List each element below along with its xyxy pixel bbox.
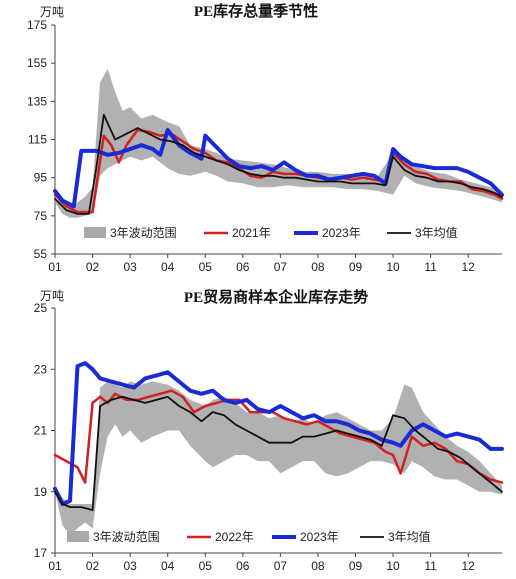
legend: 3年波动范围 2021年 2023年 3年均值: [84, 225, 458, 240]
y-tick-label: 75: [34, 209, 48, 223]
x-tick-label: 07: [274, 260, 288, 274]
chart-title: PE库存总量季节性: [194, 2, 318, 20]
legend-swatch-band: [84, 227, 106, 238]
y-tick-label: 135: [27, 94, 47, 108]
x-tick-label: 04: [161, 260, 175, 274]
x-tick-label: 07: [274, 559, 288, 573]
x-tick-label: 02: [86, 260, 100, 274]
band-3yr-range: [55, 381, 502, 535]
x-tick-label: 10: [386, 559, 400, 573]
x-tick-label: 06: [236, 559, 250, 573]
series-line-2023年: [53, 361, 504, 506]
x-tick-label: 08: [311, 559, 325, 573]
x-tick-label: 09: [349, 559, 363, 573]
legend-label: 2023年: [322, 226, 361, 240]
y-axis-unit: 万吨: [40, 289, 64, 303]
x-tick-label: 12: [462, 559, 476, 573]
series-line-2023年: [53, 128, 504, 209]
chart-title: PE贸易商样本企业库存走势: [184, 288, 368, 306]
y-tick-label: 25: [34, 301, 48, 315]
x-tick-label: 03: [123, 559, 137, 573]
legend-label: 3年均值: [388, 529, 431, 544]
x-tick-label: 11: [424, 559, 437, 573]
y-tick-label: 21: [34, 424, 48, 438]
legend-label: 2021年: [232, 226, 271, 240]
x-tick-label: 12: [462, 260, 476, 274]
y-tick-label: 175: [27, 18, 47, 32]
x-tick-label: 11: [424, 260, 437, 274]
y-tick-label: 115: [28, 133, 47, 147]
y-tick-label: 23: [34, 362, 48, 376]
x-tick-label: 05: [199, 260, 213, 274]
legend: 3年波动范围 2022年 2023年 3年均值: [67, 529, 431, 544]
x-tick-label: 01: [48, 559, 62, 573]
legend-label: 2022年: [215, 530, 254, 544]
x-tick-label: 02: [86, 559, 100, 573]
legend-label: 3年波动范围: [93, 530, 160, 544]
legend-swatch-band: [67, 531, 89, 542]
chart-pe-trader-inventory: PE贸易商样本企业库存走势 万吨 17 19 21 23 25 01 02 03 04 05 06 07 0…: [34, 288, 504, 573]
legend-label: 3年波动范围: [110, 226, 177, 240]
y-tick-label: 55: [34, 247, 48, 261]
x-tick-label: 04: [161, 559, 175, 573]
legend-label: 2023年: [300, 530, 339, 544]
x-tick-label: 08: [311, 260, 325, 274]
x-tick-label: 06: [236, 260, 250, 274]
legend-label: 3年均值: [415, 225, 458, 240]
x-tick-label: 10: [386, 260, 400, 274]
x-tick-label: 09: [349, 260, 363, 274]
series-line-3年均值: [54, 113, 503, 215]
series-line-3年均值: [54, 395, 503, 512]
x-tick-label: 03: [123, 260, 137, 274]
x-tick-label: 01: [48, 260, 62, 274]
band-3yr-range: [55, 68, 502, 218]
y-axis-unit: 万吨: [40, 5, 64, 19]
y-tick-label: 95: [34, 171, 48, 185]
y-tick-label: 17: [34, 546, 48, 560]
y-tick-label: 155: [27, 56, 47, 70]
x-tick-label: 05: [199, 559, 213, 573]
y-tick-label: 19: [34, 485, 48, 499]
chart-pe-total-inventory: PE库存总量季节性 万吨 55 75 95 115 135 155 175 01 02 03 04 05 0…: [27, 2, 504, 274]
